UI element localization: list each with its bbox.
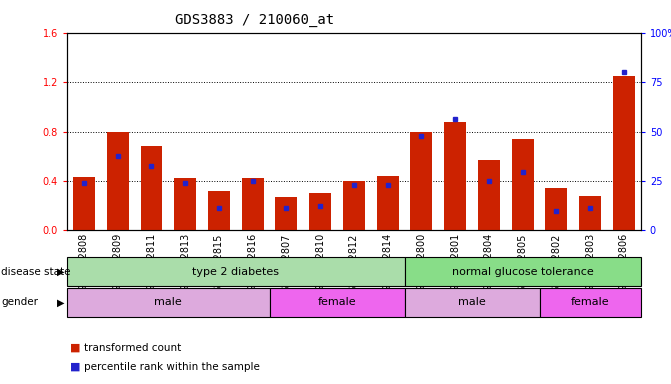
Bar — [376, 176, 399, 230]
Text: normal glucose tolerance: normal glucose tolerance — [452, 266, 594, 277]
Bar — [107, 131, 129, 230]
Bar — [343, 181, 365, 230]
Bar — [405, 257, 641, 286]
Bar — [546, 189, 568, 230]
Bar — [539, 288, 641, 317]
Text: ▶: ▶ — [57, 266, 64, 277]
Text: transformed count: transformed count — [84, 343, 181, 353]
Text: ▶: ▶ — [57, 297, 64, 308]
Text: male: male — [154, 297, 183, 308]
Bar — [208, 191, 230, 230]
Bar — [411, 131, 432, 230]
Text: female: female — [571, 297, 609, 308]
Bar — [512, 139, 533, 230]
Bar — [309, 193, 331, 230]
Text: gender: gender — [1, 297, 38, 308]
Text: ■: ■ — [70, 343, 81, 353]
Text: female: female — [318, 297, 356, 308]
Text: disease state: disease state — [1, 266, 71, 277]
Text: male: male — [458, 297, 486, 308]
Bar — [276, 197, 297, 230]
Bar — [67, 257, 405, 286]
Bar — [73, 177, 95, 230]
Text: percentile rank within the sample: percentile rank within the sample — [84, 362, 260, 372]
Bar — [140, 146, 162, 230]
Bar — [478, 160, 500, 230]
Bar — [613, 76, 635, 230]
Text: type 2 diabetes: type 2 diabetes — [193, 266, 279, 277]
Text: GDS3883 / 210060_at: GDS3883 / 210060_at — [175, 13, 335, 27]
Bar — [242, 179, 264, 230]
Bar — [405, 288, 539, 317]
Bar — [174, 179, 196, 230]
Bar — [444, 122, 466, 230]
Bar — [579, 196, 601, 230]
Bar — [270, 288, 405, 317]
Text: ■: ■ — [70, 362, 81, 372]
Bar — [67, 288, 270, 317]
